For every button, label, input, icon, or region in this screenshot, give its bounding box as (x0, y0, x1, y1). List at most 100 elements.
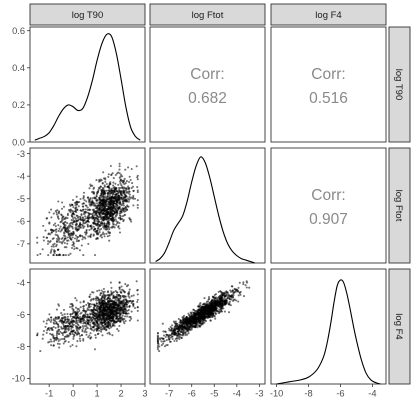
data-point (210, 309, 213, 312)
y-axis-ftot-tick-label: -5 (17, 194, 25, 204)
data-point (112, 315, 115, 318)
data-point (104, 180, 107, 183)
data-point (105, 294, 108, 297)
data-point (124, 194, 127, 197)
data-point (72, 329, 75, 332)
data-point (78, 225, 81, 228)
data-point (207, 312, 210, 316)
data-point (132, 204, 135, 207)
data-point (207, 296, 211, 299)
data-point (87, 211, 90, 214)
data-point (128, 180, 131, 184)
data-point (219, 299, 222, 302)
data-point (48, 241, 51, 244)
data-point (52, 319, 55, 322)
data-point (62, 308, 66, 311)
data-point (61, 240, 64, 243)
data-point (84, 204, 87, 207)
data-point (96, 296, 99, 299)
data-point (48, 211, 51, 214)
data-point (95, 222, 99, 225)
data-point (94, 312, 97, 315)
data-point (197, 305, 200, 308)
data-point (223, 297, 226, 300)
data-point (55, 230, 58, 233)
data-point (194, 326, 197, 329)
data-point (54, 250, 57, 253)
data-point (215, 308, 218, 311)
data-point (124, 315, 127, 318)
data-point (100, 326, 103, 329)
data-point (64, 325, 67, 328)
data-point (127, 200, 130, 203)
data-point (118, 316, 121, 320)
data-point (216, 303, 219, 306)
data-point (117, 196, 120, 199)
data-point (136, 178, 139, 181)
data-point (66, 315, 69, 318)
data-point (100, 292, 103, 295)
data-point (58, 227, 61, 230)
data-point (103, 208, 106, 212)
data-point (118, 212, 121, 215)
data-point (176, 330, 180, 333)
data-point (228, 302, 231, 305)
data-point (95, 319, 99, 322)
data-point (96, 333, 99, 336)
data-point (52, 317, 55, 321)
data-point (120, 173, 123, 176)
data-point (128, 288, 131, 291)
data-point (55, 213, 58, 216)
data-point (95, 232, 98, 235)
data-point (203, 314, 206, 318)
data-point (198, 307, 202, 311)
data-point (163, 330, 167, 333)
data-point (85, 323, 88, 327)
data-point (36, 333, 39, 337)
data-point (94, 297, 97, 300)
data-point (132, 189, 135, 193)
data-point (231, 289, 234, 292)
data-point (124, 308, 127, 311)
data-point (93, 218, 96, 221)
data-point (112, 312, 115, 315)
data-point (244, 284, 247, 287)
data-point (100, 188, 103, 192)
data-point (107, 173, 110, 176)
data-point (129, 299, 132, 302)
data-point (118, 214, 121, 217)
data-point (124, 295, 127, 298)
data-point (101, 182, 104, 185)
data-point (103, 191, 106, 194)
data-point (121, 314, 124, 317)
data-point (53, 322, 56, 325)
data-point (100, 300, 103, 303)
data-point (205, 300, 209, 303)
data-point (82, 320, 85, 323)
data-point (128, 305, 131, 308)
data-point (213, 296, 217, 299)
data-point (49, 320, 52, 323)
data-point (94, 196, 97, 200)
data-point (80, 213, 83, 216)
data-point (111, 215, 114, 219)
data-point (102, 231, 105, 234)
strip-right-ftot (388, 147, 411, 264)
data-point (72, 212, 75, 215)
data-point (102, 171, 105, 174)
data-point (115, 223, 118, 226)
data-point (122, 312, 125, 315)
data-point (87, 323, 90, 326)
data-point (77, 331, 80, 334)
data-point (110, 319, 113, 322)
data-point (96, 326, 99, 329)
data-point (86, 220, 89, 223)
data-point (136, 174, 139, 177)
data-point (92, 316, 95, 319)
data-point (56, 215, 59, 218)
data-point (55, 254, 58, 257)
data-point (105, 216, 108, 219)
data-point (117, 302, 120, 305)
data-point (106, 235, 109, 238)
data-point (42, 329, 45, 333)
